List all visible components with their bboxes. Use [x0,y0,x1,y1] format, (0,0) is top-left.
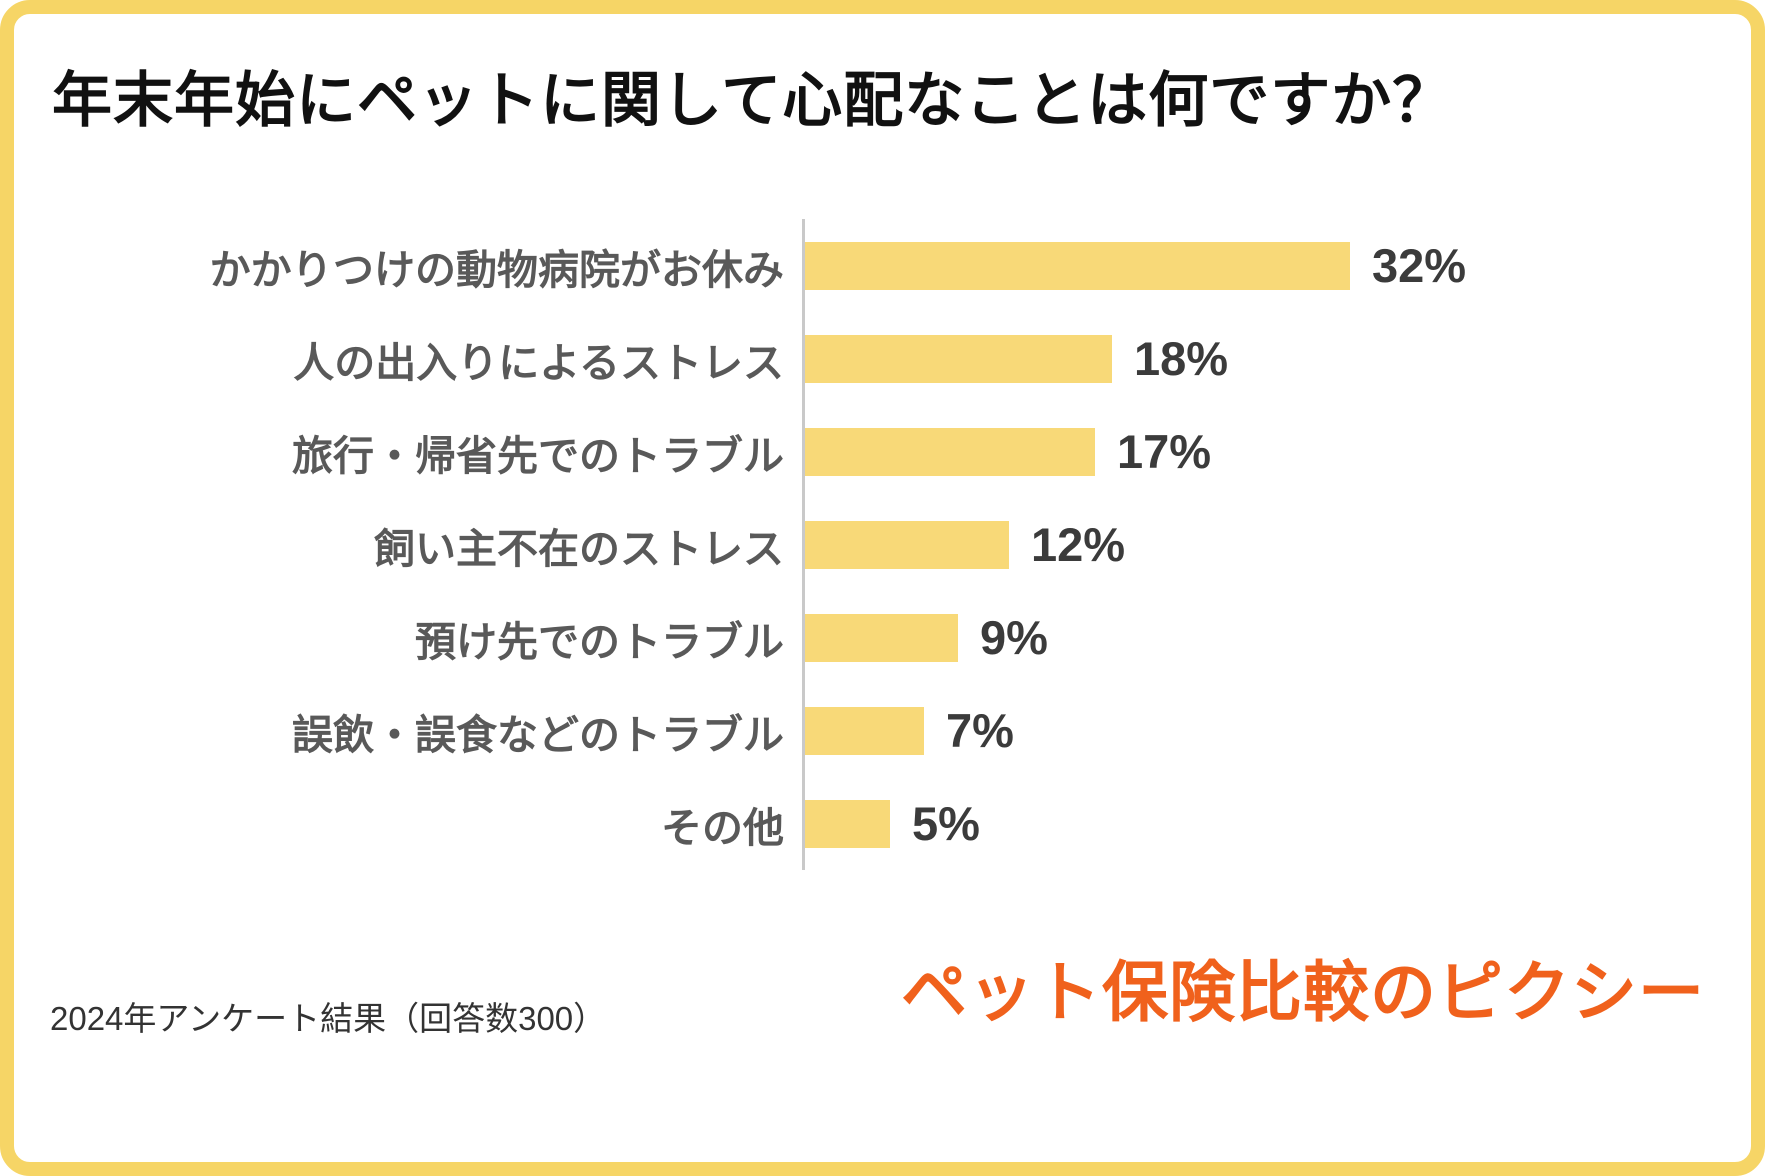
chart-row: 誤飲・誤食などのトラブル 7% [74,684,1714,777]
value-label: 12% [1031,518,1126,571]
value-label: 17% [1117,425,1212,478]
chart-row: 旅行・帰省先でのトラブル 17% [74,405,1714,498]
category-label: 飼い主不在のストレス [374,525,784,572]
bar [805,520,1009,569]
bar-chart: かかりつけの動物病院がお休み 32% 人の出入りによるストレス 18% 旅行・帰… [74,219,1714,870]
chart-row: その他 5% [74,777,1714,870]
category-label: 預け先でのトラブル [415,618,784,665]
value-label: 9% [980,611,1048,664]
category-label: 人の出入りによるストレス [293,339,784,386]
bar [805,241,1350,290]
bar [805,613,958,662]
value-label: 5% [912,797,980,850]
bar [805,427,1095,476]
bar [805,334,1112,383]
chart-row: かかりつけの動物病院がお休み 32% [74,219,1714,312]
bar-area: 32% [802,219,1714,312]
survey-note: 2024年アンケート結果（回答数300） [50,1000,607,1037]
bar [805,706,924,755]
bar-area: 17% [802,405,1714,498]
page-title: 年末年始にペットに関して心配なことは何ですか？ [52,67,1454,134]
bar-area: 18% [802,312,1714,405]
chart-row: 人の出入りによるストレス 18% [74,312,1714,405]
value-label: 32% [1372,239,1467,292]
bar-area: 12% [802,498,1714,591]
bar-area: 5% [802,777,1714,870]
category-label: 誤飲・誤食などのトラブル [292,711,784,758]
value-label: 18% [1134,332,1229,385]
category-label: かかりつけの動物病院がお休み [209,246,784,293]
bar-area: 9% [802,591,1714,684]
chart-row: 飼い主不在のストレス 12% [74,498,1714,591]
value-label: 7% [946,704,1014,757]
chart-row: 預け先でのトラブル 9% [74,591,1714,684]
brand-logo: ペット保険比較のピクシー [901,955,1705,1029]
bar-area: 7% [802,684,1714,777]
bar [805,799,890,848]
chart-rows: かかりつけの動物病院がお休み 32% 人の出入りによるストレス 18% 旅行・帰… [74,219,1714,870]
category-label: その他 [661,804,784,851]
category-label: 旅行・帰省先でのトラブル [292,432,784,479]
